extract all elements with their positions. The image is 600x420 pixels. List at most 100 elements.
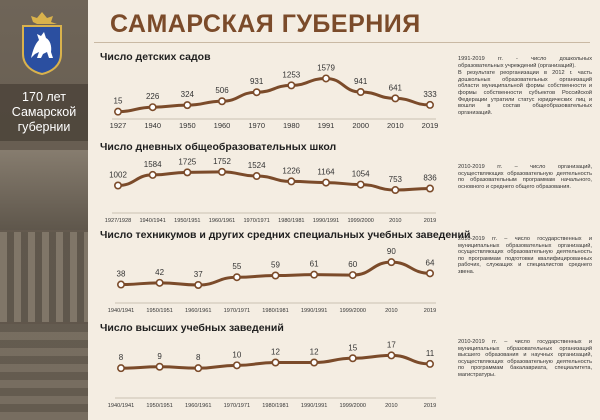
data-label: 931: [250, 77, 264, 86]
data-point: [310, 358, 319, 367]
x-tick-label: 2019: [424, 403, 436, 409]
note-paragraph: 1991-2019 гг. - число дошкольных образов…: [458, 56, 592, 69]
data-label: 506: [215, 86, 229, 95]
data-point: [271, 358, 280, 367]
note-paragraph: В результате реорганизации в 2012 г. час…: [458, 70, 592, 116]
data-point: [356, 180, 365, 189]
data-point: [287, 177, 296, 186]
series-line: [116, 76, 432, 114]
data-label: 12: [271, 348, 280, 357]
x-tick-label: 1999/2000: [340, 403, 366, 409]
data-point: [391, 186, 400, 195]
data-point: [425, 269, 434, 278]
data-label: 42: [155, 268, 164, 277]
x-tick-label: 1960/1961: [185, 403, 211, 409]
x-tick-label: 2019: [424, 308, 436, 314]
anniversary-line: губернии: [17, 120, 71, 134]
data-label: 8: [196, 353, 201, 362]
data-label: 15: [348, 343, 357, 352]
data-point: [148, 103, 157, 112]
data-point: [232, 273, 241, 282]
anniversary-line: Самарской: [11, 105, 77, 119]
data-label: 1164: [317, 168, 335, 177]
data-label: 226: [146, 92, 160, 101]
data-label: 11: [426, 349, 435, 358]
x-tick-label: 2010: [387, 121, 404, 130]
x-tick-label: 1999/2000: [347, 218, 373, 224]
data-label: 8: [119, 353, 124, 362]
x-tick-label: 1970/1971: [224, 308, 250, 314]
data-point: [271, 271, 280, 280]
data-label: 55: [232, 262, 241, 271]
data-point: [321, 74, 330, 83]
data-point: [117, 280, 126, 289]
data-label: 10: [232, 350, 241, 359]
x-tick-label: 1990/1991: [301, 403, 327, 409]
x-tick-label: 1960/1961: [185, 308, 211, 314]
data-point: [387, 351, 396, 360]
data-label: 15: [114, 97, 123, 106]
data-label: 64: [426, 258, 435, 267]
data-point: [252, 172, 261, 181]
data-label: 1253: [282, 70, 300, 79]
data-label: 941: [354, 77, 368, 86]
anniversary-label: 170 лет Самарской губернии: [0, 84, 88, 141]
anniversary-line: 170 лет: [22, 90, 66, 104]
x-tick-label: 1970/1971: [224, 403, 250, 409]
x-tick-label: 1990/1991: [301, 308, 327, 314]
data-point: [194, 280, 203, 289]
x-tick-label: 1940/1941: [108, 308, 134, 314]
data-label: 1725: [178, 157, 196, 166]
data-point: [425, 184, 434, 193]
chart-title-colleges: Число техникумов и других средних специа…: [100, 229, 471, 241]
x-tick-label: 1980/1981: [278, 218, 304, 224]
data-point: [356, 88, 365, 97]
data-label: 1002: [109, 171, 127, 180]
x-tick-label: 1980/1981: [262, 308, 288, 314]
data-point: [194, 364, 203, 373]
x-tick-label: 1980: [283, 121, 300, 130]
x-tick-label: 1940: [144, 121, 161, 130]
data-point: [183, 101, 192, 110]
chart-title-universities: Число высших учебных заведений: [100, 322, 284, 334]
x-tick-label: 1960/1961: [209, 218, 235, 224]
data-label: 1054: [352, 170, 370, 179]
x-tick-label: 1991: [318, 121, 335, 130]
x-tick-label: 1927: [110, 121, 127, 130]
data-label: 61: [310, 260, 319, 269]
data-label: 333: [423, 90, 437, 99]
x-tick-label: 1950/1951: [146, 308, 172, 314]
data-point: [252, 88, 261, 97]
x-tick-label: 2010: [385, 308, 397, 314]
page-title: САМАРСКАЯ ГУБЕРНИЯ: [110, 10, 421, 38]
x-tick-label: 2019: [422, 121, 439, 130]
x-tick-label: 2010: [389, 218, 401, 224]
x-tick-label: 1940/1941: [108, 403, 134, 409]
data-point: [155, 278, 164, 287]
x-tick-label: 1950/1951: [174, 218, 200, 224]
x-tick-label: 1970: [248, 121, 265, 130]
data-label: 38: [117, 270, 126, 279]
note-paragraph: 2010-2019 гг. – число организаций, осуще…: [458, 164, 592, 190]
data-point: [321, 178, 330, 187]
x-tick-label: 1999/2000: [340, 308, 366, 314]
data-label: 60: [348, 260, 357, 269]
data-label: 37: [194, 270, 203, 279]
data-point: [425, 359, 434, 368]
x-tick-label: 1950/1951: [146, 403, 172, 409]
data-point: [183, 168, 192, 177]
data-label: 1752: [213, 157, 231, 166]
coat-of-arms-icon: [22, 12, 62, 76]
chart-title-schools: Число дневных общеобразовательных школ: [100, 141, 337, 153]
data-point: [155, 362, 164, 371]
x-tick-label: 1980/1981: [262, 403, 288, 409]
x-tick-label: 1950: [179, 121, 196, 130]
x-tick-label: 1940/1941: [139, 218, 165, 224]
data-point: [117, 364, 126, 373]
x-tick-label: 1927/1928: [105, 218, 131, 224]
data-label: 836: [423, 174, 437, 183]
data-point: [114, 181, 123, 190]
note-paragraph: 2010-2019 гг. – число государственных и …: [458, 339, 592, 378]
